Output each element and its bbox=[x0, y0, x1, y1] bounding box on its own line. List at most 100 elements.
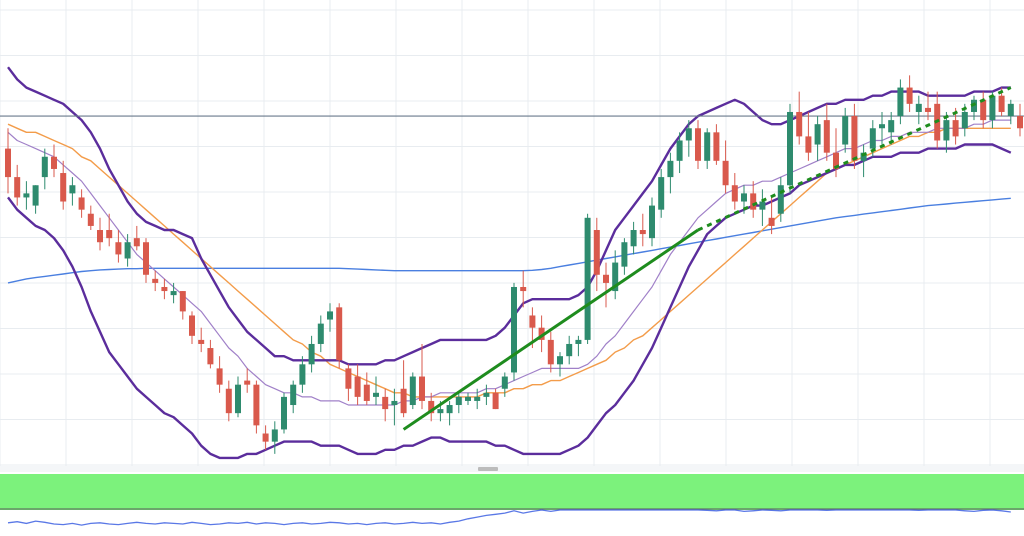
candle-body bbox=[189, 315, 195, 336]
candle-body bbox=[906, 87, 913, 104]
candle-body bbox=[170, 291, 177, 296]
trendline-solid bbox=[402, 228, 699, 431]
candle-body bbox=[961, 111, 968, 129]
candle-body bbox=[133, 238, 140, 247]
candle-body bbox=[216, 368, 223, 385]
trendline-projection-dashed bbox=[697, 86, 1012, 232]
rsi-indicator bbox=[7, 509, 1011, 526]
candle-body bbox=[161, 286, 168, 292]
candle-body bbox=[658, 177, 665, 210]
candle-body bbox=[667, 160, 674, 178]
candle-body bbox=[143, 242, 149, 275]
candle-body bbox=[87, 213, 94, 226]
panel-separator[interactable] bbox=[0, 466, 1024, 472]
candle-body bbox=[317, 323, 324, 344]
candle-body bbox=[952, 120, 959, 137]
candle-body bbox=[262, 433, 269, 442]
candle-body bbox=[455, 396, 462, 406]
candle-body bbox=[612, 262, 619, 292]
candle-body bbox=[281, 396, 287, 430]
chart-grid bbox=[0, 0, 1024, 466]
candle-body bbox=[630, 230, 637, 247]
candle-body bbox=[842, 116, 849, 145]
candle-body bbox=[354, 376, 361, 397]
candle-body bbox=[78, 197, 85, 210]
candle-body bbox=[207, 348, 214, 365]
candle-body bbox=[897, 87, 904, 117]
candle-body bbox=[345, 368, 352, 389]
candle-body bbox=[492, 392, 499, 410]
candle-body bbox=[566, 343, 573, 357]
candle-body bbox=[823, 120, 830, 153]
candle-body bbox=[750, 193, 757, 210]
candle-body bbox=[419, 376, 425, 401]
candle-body bbox=[69, 185, 76, 194]
candle-body bbox=[593, 230, 600, 275]
candle-body bbox=[428, 400, 435, 414]
candle-body bbox=[685, 128, 692, 141]
candle-body bbox=[400, 388, 407, 414]
candle-body bbox=[327, 311, 333, 320]
candle-body bbox=[520, 286, 527, 292]
candle-body bbox=[768, 217, 775, 226]
candle-body bbox=[363, 384, 370, 401]
candle-body bbox=[584, 217, 591, 340]
candle-body bbox=[60, 173, 67, 202]
candle-body bbox=[225, 388, 232, 414]
candle-body bbox=[97, 230, 103, 243]
candle-body bbox=[639, 230, 646, 235]
candle-body bbox=[382, 396, 389, 410]
candle-body bbox=[501, 376, 508, 389]
candle-body bbox=[474, 396, 481, 401]
candle-body bbox=[106, 230, 113, 239]
candle-body bbox=[796, 111, 803, 137]
candle-body bbox=[152, 278, 159, 283]
candle-body bbox=[980, 99, 987, 121]
candle-body bbox=[888, 120, 895, 133]
candle-body bbox=[547, 339, 554, 365]
candle-body bbox=[511, 286, 517, 373]
candle-body bbox=[557, 356, 563, 365]
candle-body bbox=[538, 327, 545, 340]
candlestick-series bbox=[5, 75, 1023, 454]
candle-body bbox=[833, 152, 839, 169]
candle-body bbox=[777, 185, 784, 214]
candle-body bbox=[759, 201, 766, 210]
candle-body bbox=[704, 132, 711, 161]
main-panel-background bbox=[0, 0, 1024, 466]
candle-body bbox=[32, 185, 39, 206]
candle-body bbox=[253, 384, 260, 426]
candle-body bbox=[336, 307, 343, 361]
candle-body bbox=[925, 107, 931, 112]
candle-body bbox=[713, 132, 720, 161]
candle-body bbox=[14, 177, 21, 198]
candle-body bbox=[695, 128, 701, 161]
candle-body bbox=[437, 409, 444, 414]
candle-body bbox=[235, 384, 241, 414]
candle-body bbox=[529, 315, 536, 328]
candle-body bbox=[373, 392, 379, 397]
candle-body bbox=[998, 95, 1005, 112]
candle-body bbox=[851, 116, 858, 161]
candle-body bbox=[621, 242, 628, 267]
candle-body bbox=[409, 376, 416, 406]
bollinger-lower-line bbox=[7, 143, 1012, 460]
candle-body bbox=[814, 124, 821, 145]
candle-body bbox=[879, 124, 885, 129]
candle-body bbox=[1007, 103, 1014, 117]
candle-body bbox=[115, 242, 122, 255]
candle-body bbox=[391, 400, 398, 406]
candle-body bbox=[575, 339, 582, 344]
bollinger-middle-line bbox=[7, 119, 1011, 406]
candle-body bbox=[869, 128, 876, 149]
candle-body bbox=[290, 384, 297, 406]
candle-body bbox=[860, 152, 867, 161]
separator-handle-icon[interactable] bbox=[478, 467, 498, 471]
candle-body bbox=[51, 156, 57, 169]
candle-body bbox=[722, 160, 729, 186]
candle-body bbox=[179, 291, 186, 312]
candle-body bbox=[446, 405, 453, 414]
candle-body bbox=[741, 193, 747, 202]
